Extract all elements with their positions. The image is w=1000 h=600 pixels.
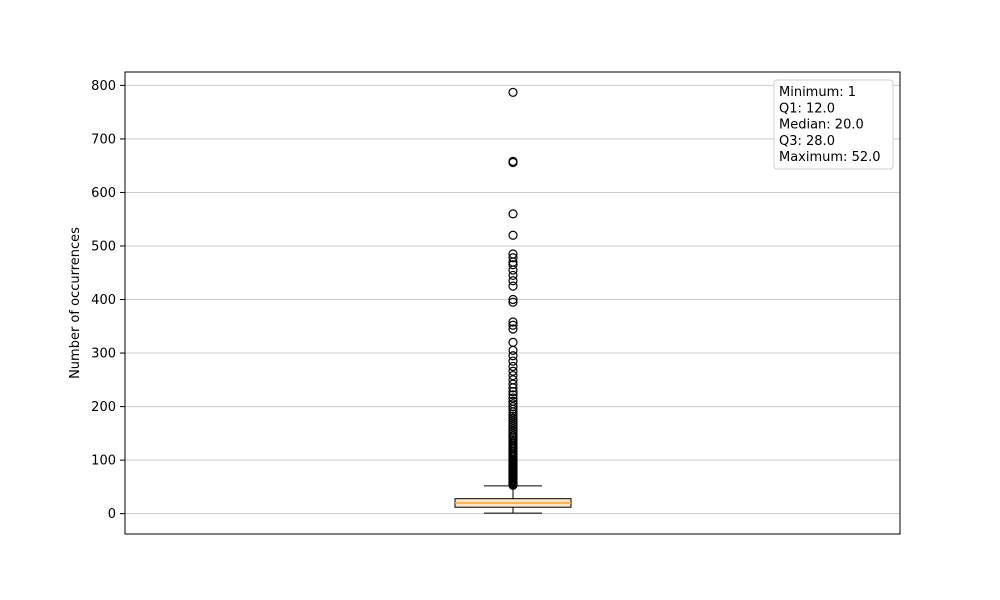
outlier-point <box>508 87 518 97</box>
outlier-point <box>508 156 518 167</box>
outlier-point <box>508 396 518 406</box>
statistics-line: Q3: 28.0 <box>779 134 835 149</box>
box-plot <box>454 485 572 514</box>
statistics-line: Maximum: 52.0 <box>779 150 881 165</box>
outlier-point <box>508 370 518 381</box>
outliers <box>508 87 518 490</box>
statistics-line: Median: 20.0 <box>779 118 864 133</box>
outlier-point <box>508 297 518 307</box>
outlier-point <box>508 366 518 376</box>
y-axis: 0 100 200 300 400 500 600 700 800 <box>91 79 125 522</box>
statistics-text: Minimum: 1 Q1: 12.0 Median: 20.0 Q3: 28.0 Ma… <box>779 85 881 165</box>
y-tick-label: 0 <box>108 507 116 522</box>
outlier-point <box>508 209 518 219</box>
statistics-line: Q1: 12.0 <box>779 101 835 116</box>
outlier-point <box>508 393 518 403</box>
statistics-line: Minimum: 1 <box>779 85 856 100</box>
outlier-point <box>508 253 518 263</box>
outlier-point <box>508 390 518 400</box>
outlier-point <box>508 361 518 372</box>
y-tick-label: 300 <box>91 347 116 362</box>
outlier-point <box>508 276 518 286</box>
outlier-point <box>508 399 518 409</box>
outlier-point <box>508 337 518 347</box>
outlier-point <box>508 320 518 330</box>
y-tick-label: 100 <box>91 454 116 469</box>
y-tick-label: 200 <box>91 400 116 415</box>
gridlines <box>125 84 900 515</box>
outlier-point <box>508 324 518 334</box>
plot-area-frame <box>124 71 901 535</box>
y-tick-label: 700 <box>91 132 116 147</box>
outlier-point <box>508 351 518 361</box>
outlier-point <box>508 270 518 281</box>
outlier-point <box>508 317 518 327</box>
y-tick-label: 600 <box>91 186 116 201</box>
outlier-point <box>508 260 518 270</box>
outlier-point <box>508 356 518 366</box>
outlier-point <box>508 294 518 305</box>
statistics-box-frame <box>773 79 894 170</box>
outlier-point <box>508 249 518 259</box>
y-axis-label: Number of occurrences <box>68 227 83 379</box>
y-tick-label: 800 <box>91 79 116 94</box>
y-tick-label: 500 <box>91 239 116 254</box>
outlier-point <box>508 230 518 240</box>
outlier-point <box>508 281 518 291</box>
y-tick-label: 400 <box>91 293 116 308</box>
statistics-box: Minimum: 1 Q1: 12.0 Median: 20.0 Q3: 28.0 Ma… <box>773 79 894 170</box>
